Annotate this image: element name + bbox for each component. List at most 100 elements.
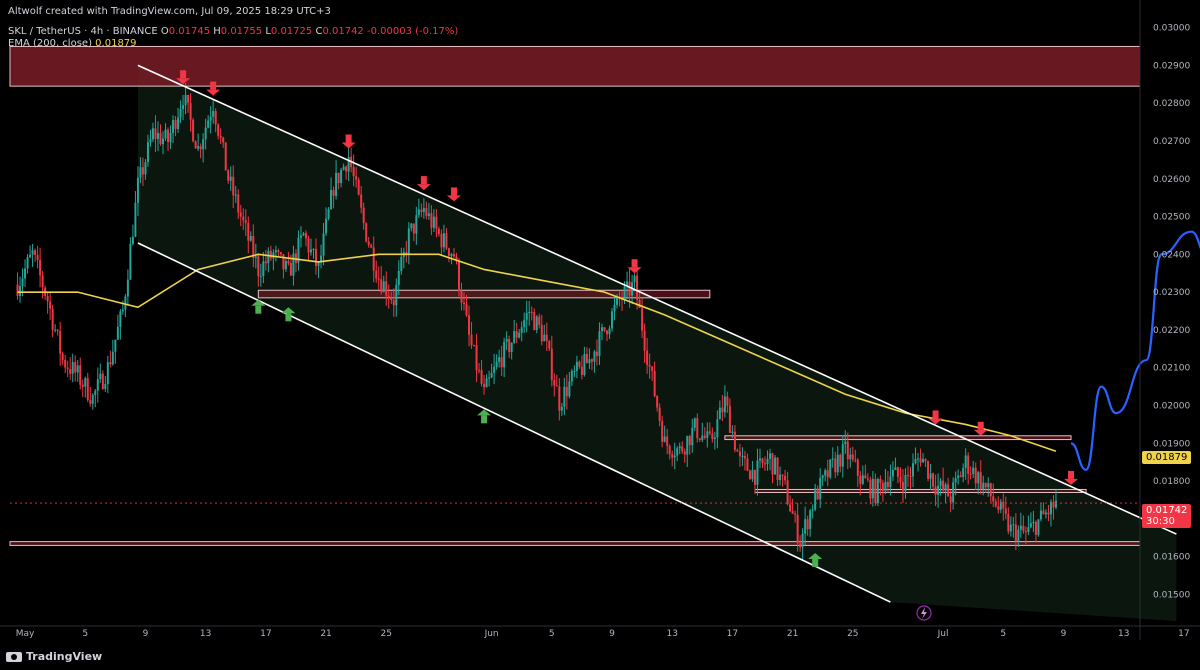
candle-body — [452, 254, 455, 257]
candle-body — [751, 469, 754, 480]
candle-countdown: 30:30 — [1146, 516, 1175, 527]
x-tick-label: 13 — [1118, 629, 1129, 639]
last-price-value: 0.01742 — [1146, 505, 1188, 516]
arrow-down-marker — [1064, 470, 1079, 485]
candle — [325, 207, 328, 236]
candle — [784, 469, 787, 485]
candle — [49, 291, 52, 321]
candle-body — [563, 386, 566, 407]
candle-body — [738, 451, 741, 457]
candle-body — [824, 470, 827, 476]
candle-body — [197, 146, 200, 149]
symbol-label: SKL / TetherUS · 4h · BINANCE — [8, 26, 158, 37]
arrow-up-marker — [281, 307, 296, 322]
candle-body — [212, 111, 215, 117]
candle — [651, 365, 654, 381]
candle-body — [646, 350, 649, 365]
candle — [209, 106, 212, 134]
candle-body — [831, 458, 834, 460]
candle-body — [179, 109, 182, 118]
candle-body — [430, 213, 433, 228]
candle — [249, 231, 252, 242]
projection-path — [1070, 230, 1200, 471]
candle — [585, 347, 588, 364]
y-tick-label: 0.02000 — [1153, 402, 1190, 412]
candle — [738, 444, 741, 467]
candle — [608, 325, 611, 340]
candle-body — [412, 223, 415, 234]
candle — [483, 374, 486, 395]
candle — [821, 474, 824, 487]
candle — [954, 471, 957, 496]
candle — [914, 447, 917, 465]
open-value: 0.01745 — [168, 26, 211, 37]
candle — [834, 451, 837, 479]
candle — [886, 471, 889, 493]
candle-body — [79, 365, 82, 385]
candle — [310, 238, 312, 256]
candle — [264, 249, 267, 271]
candle — [330, 177, 333, 210]
candle-body — [932, 473, 935, 487]
candle — [76, 360, 79, 382]
candle-body — [553, 380, 556, 386]
candle — [297, 230, 300, 271]
y-tick-label: 0.02800 — [1153, 99, 1190, 109]
candle-body — [1032, 522, 1035, 524]
candle-body — [678, 446, 681, 449]
x-tick-label: 13 — [200, 629, 211, 639]
candle — [999, 499, 1002, 514]
candle-body — [284, 261, 287, 270]
candle — [701, 422, 704, 443]
arrow-head — [281, 307, 296, 314]
arrow-stem — [255, 305, 262, 314]
candle — [357, 177, 360, 196]
candle — [1052, 495, 1055, 520]
candle — [668, 444, 671, 460]
y-tick-label: 0.02400 — [1153, 250, 1190, 260]
candle-body — [244, 220, 247, 223]
change-value: -0.00003 (-0.17%) — [366, 26, 459, 37]
last-price-badge: 0.01742 30:30 — [1142, 504, 1192, 528]
support-zone — [9, 541, 1141, 546]
candle — [119, 308, 122, 340]
ema-line — [17, 253, 1057, 453]
candle-body — [799, 543, 802, 548]
arrow-head — [341, 142, 356, 149]
candle — [743, 450, 746, 471]
candle-body — [543, 334, 546, 342]
candle — [146, 134, 149, 167]
candle-body — [167, 129, 170, 143]
candle-body — [718, 407, 721, 420]
candle — [84, 376, 87, 398]
candle-body — [345, 166, 348, 172]
candle-body — [819, 477, 822, 500]
candle — [254, 243, 257, 269]
candle — [131, 224, 134, 246]
candle — [375, 260, 378, 283]
candle-body — [114, 339, 117, 352]
candle — [686, 435, 689, 467]
candle-body — [741, 456, 744, 458]
candle — [540, 314, 543, 346]
candle — [748, 469, 751, 480]
candle-body — [937, 485, 940, 495]
candle-body — [578, 361, 581, 367]
candle — [99, 363, 102, 383]
arrow-stem — [631, 259, 638, 268]
candle-body — [475, 345, 478, 371]
candle — [751, 460, 754, 482]
candle-body — [362, 207, 365, 224]
candle-body — [658, 407, 661, 422]
candle-body — [287, 261, 290, 264]
candle-body — [332, 189, 335, 196]
candle — [957, 469, 960, 485]
x-tick-label: 9 — [609, 629, 615, 639]
candle-body — [984, 482, 987, 488]
created-by-text: Altwolf created with TradingView.com, Ju… — [8, 6, 331, 17]
candle — [876, 477, 879, 507]
y-tick-label: 0.02700 — [1153, 137, 1190, 147]
candle-body — [289, 263, 292, 276]
candle-body — [169, 132, 172, 143]
